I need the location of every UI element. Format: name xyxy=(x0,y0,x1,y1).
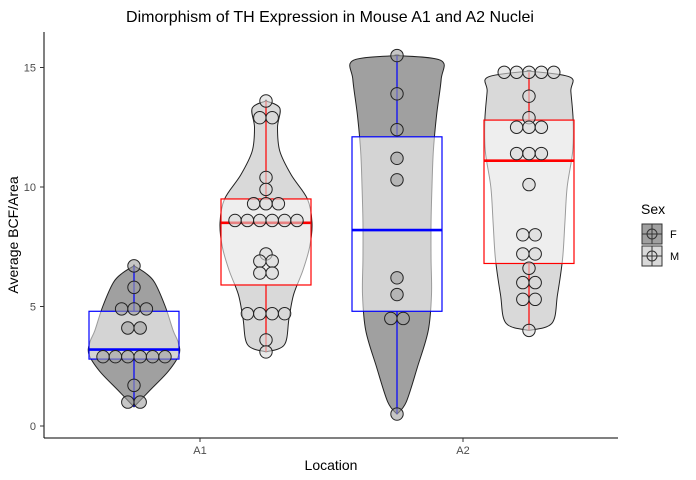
data-point xyxy=(516,247,530,261)
data-point xyxy=(253,306,267,321)
data-point xyxy=(114,302,129,316)
data-point xyxy=(133,321,147,335)
chart-title: Dimorphism of TH Expression in Mouse A1 … xyxy=(126,9,534,26)
y-axis-ticks: 0 5 10 15 xyxy=(24,63,44,433)
data-point xyxy=(509,146,524,161)
legend-dot xyxy=(646,228,658,240)
data-point xyxy=(265,306,279,321)
y-axis-title: Average BCF/Area xyxy=(5,176,21,293)
data-point xyxy=(384,311,398,326)
y-tick-label: 0 xyxy=(30,421,36,433)
data-point xyxy=(121,395,135,409)
data-point xyxy=(522,65,536,79)
x-axis-ticks: A1 A2 xyxy=(193,438,470,457)
data-point xyxy=(259,345,273,359)
data-point xyxy=(534,120,549,134)
data-point xyxy=(265,213,279,228)
data-point xyxy=(516,275,530,290)
y-tick-label: 15 xyxy=(24,63,36,75)
data-point xyxy=(290,213,304,228)
data-point xyxy=(253,110,267,125)
data-point xyxy=(108,349,123,364)
data-point xyxy=(522,261,536,275)
data-point xyxy=(534,146,549,161)
series-a1-f xyxy=(87,259,181,409)
data-point xyxy=(127,280,141,295)
data-point xyxy=(277,306,292,321)
data-point xyxy=(253,254,267,268)
data-point xyxy=(228,213,242,228)
data-point xyxy=(127,378,141,393)
data-point xyxy=(121,321,135,335)
data-point xyxy=(259,94,273,108)
data-point xyxy=(158,349,172,364)
data-point xyxy=(509,120,524,134)
data-point xyxy=(522,146,536,161)
data-point xyxy=(390,271,404,285)
x-tick-label: A2 xyxy=(456,445,469,457)
data-point xyxy=(528,228,542,242)
legend-dot xyxy=(646,250,658,262)
y-tick-label: 10 xyxy=(24,182,36,194)
data-point xyxy=(390,287,404,302)
data-point xyxy=(145,349,160,364)
data-point xyxy=(259,170,273,185)
legend-title: Sex xyxy=(641,201,665,217)
x-axis-title: Location xyxy=(305,457,358,473)
box xyxy=(483,119,575,265)
data-point xyxy=(390,173,404,187)
data-point xyxy=(265,266,279,280)
data-point xyxy=(139,302,154,316)
data-point xyxy=(534,65,549,79)
data-point xyxy=(528,292,542,307)
data-point xyxy=(522,323,536,338)
data-point xyxy=(133,395,147,409)
data-point xyxy=(547,65,561,79)
data-point xyxy=(390,151,404,166)
data-point xyxy=(259,182,273,197)
data-point xyxy=(516,292,530,307)
series-a1-m xyxy=(219,94,313,359)
data-point xyxy=(265,110,279,125)
data-point xyxy=(516,228,530,242)
data-point xyxy=(240,306,255,321)
data-point xyxy=(96,349,110,364)
data-point xyxy=(522,120,536,134)
data-point xyxy=(259,197,273,211)
plot-area xyxy=(87,48,575,421)
legend-label: F xyxy=(670,229,677,241)
series-a2-m xyxy=(483,65,575,338)
data-point xyxy=(253,213,267,228)
data-point xyxy=(127,302,141,316)
data-point xyxy=(240,213,255,228)
x-tick-label: A1 xyxy=(193,445,206,457)
data-point xyxy=(259,333,273,347)
legend-key-f: F xyxy=(641,223,677,245)
data-point xyxy=(253,266,267,280)
data-point xyxy=(522,177,536,192)
y-tick-label: 5 xyxy=(30,302,36,314)
data-point xyxy=(390,122,404,137)
data-point xyxy=(121,349,135,364)
legend: Sex FM xyxy=(641,201,679,267)
data-point xyxy=(390,48,404,63)
data-point xyxy=(497,65,511,79)
data-point xyxy=(528,247,542,261)
data-point xyxy=(246,197,261,211)
data-point xyxy=(277,213,292,228)
data-point xyxy=(271,197,286,211)
data-point xyxy=(509,65,524,79)
data-point xyxy=(133,349,147,364)
legend-label: M xyxy=(670,251,679,263)
data-point xyxy=(390,87,404,101)
data-point xyxy=(390,407,404,421)
data-point xyxy=(265,254,279,268)
data-point xyxy=(522,89,536,103)
series-a2-f xyxy=(349,48,445,421)
data-point xyxy=(528,275,542,290)
data-point xyxy=(127,259,141,273)
data-point xyxy=(396,311,410,326)
legend-key-m: M xyxy=(641,245,679,267)
